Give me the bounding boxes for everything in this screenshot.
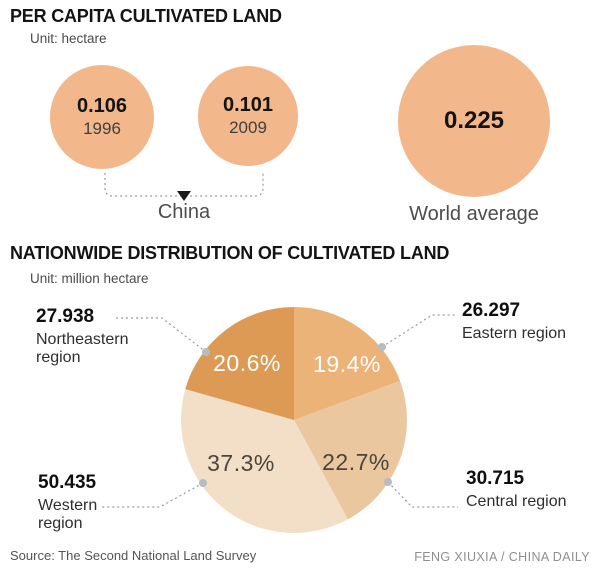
section1-unit: Unit: hectare — [30, 31, 107, 46]
china-bracket — [104, 173, 264, 201]
source-note: Source: The Second National Land Survey — [10, 548, 257, 563]
china-label: China — [157, 201, 211, 223]
pie-pct-northeastern: 20.6% — [213, 350, 281, 376]
leader-dot-central — [384, 478, 392, 486]
pie-slice-northeastern-region — [185, 307, 294, 420]
callout-northeastern: 27.938 Northeastern region — [36, 306, 166, 367]
china-2009-year: 2009 — [229, 118, 267, 137]
bracket-arrow-icon — [177, 191, 191, 201]
section1-title: PER CAPITA CULTIVATED LAND — [10, 6, 282, 26]
china-2009-value: 0.101 — [222, 94, 274, 116]
leader-line-central — [387, 481, 458, 508]
callout-eastern: 26.297 Eastern region — [462, 300, 592, 343]
callout-northeastern-name: Northeastern region — [36, 331, 129, 366]
leader-dot-western — [199, 479, 207, 487]
leader-line-western — [102, 482, 204, 508]
leader-line-northeastern — [116, 317, 207, 353]
world-average-circle: 0.225 — [398, 45, 550, 197]
pie-slice-eastern-region — [294, 307, 401, 420]
pie-pct-central: 22.7% — [322, 449, 390, 475]
callout-eastern-value: 26.297 — [462, 300, 521, 321]
section2-title: NATIONWIDE DISTRIBUTION OF CULTIVATED LA… — [10, 243, 450, 263]
credit-note: FENG XIUXIA / CHINA DAILY — [414, 550, 590, 564]
callout-western-name: Western region — [38, 497, 98, 532]
callout-central-name: Central region — [466, 493, 567, 510]
leader-dot-eastern — [378, 343, 386, 351]
callout-northeastern-value: 27.938 — [36, 306, 95, 327]
callout-central: 30.715 Central region — [466, 468, 596, 511]
leader-dot-northeastern — [202, 348, 210, 356]
pie-pct-eastern: 19.4% — [313, 351, 381, 377]
pie-slice-central-region — [294, 381, 408, 520]
callout-central-value: 30.715 — [466, 468, 525, 489]
section2-unit: Unit: million hectare — [30, 271, 149, 286]
pie-slices-group — [181, 307, 408, 533]
china-1996-value: 0.106 — [76, 95, 128, 117]
china-1996-circle: 0.106 1996 — [50, 65, 154, 169]
pie-pct-western: 37.3% — [207, 450, 275, 476]
world-average-label: World average — [409, 203, 539, 225]
callout-eastern-name: Eastern region — [462, 325, 567, 342]
callout-western-value: 50.435 — [38, 472, 97, 493]
callout-western: 50.435 Western region — [38, 472, 122, 533]
china-1996-year: 1996 — [83, 119, 121, 138]
leader-line-eastern — [381, 314, 456, 348]
pie-slice-western-region — [181, 389, 348, 533]
china-2009-circle: 0.101 2009 — [198, 66, 298, 166]
pie-chart — [102, 307, 458, 533]
world-average-value: 0.225 — [443, 107, 505, 134]
